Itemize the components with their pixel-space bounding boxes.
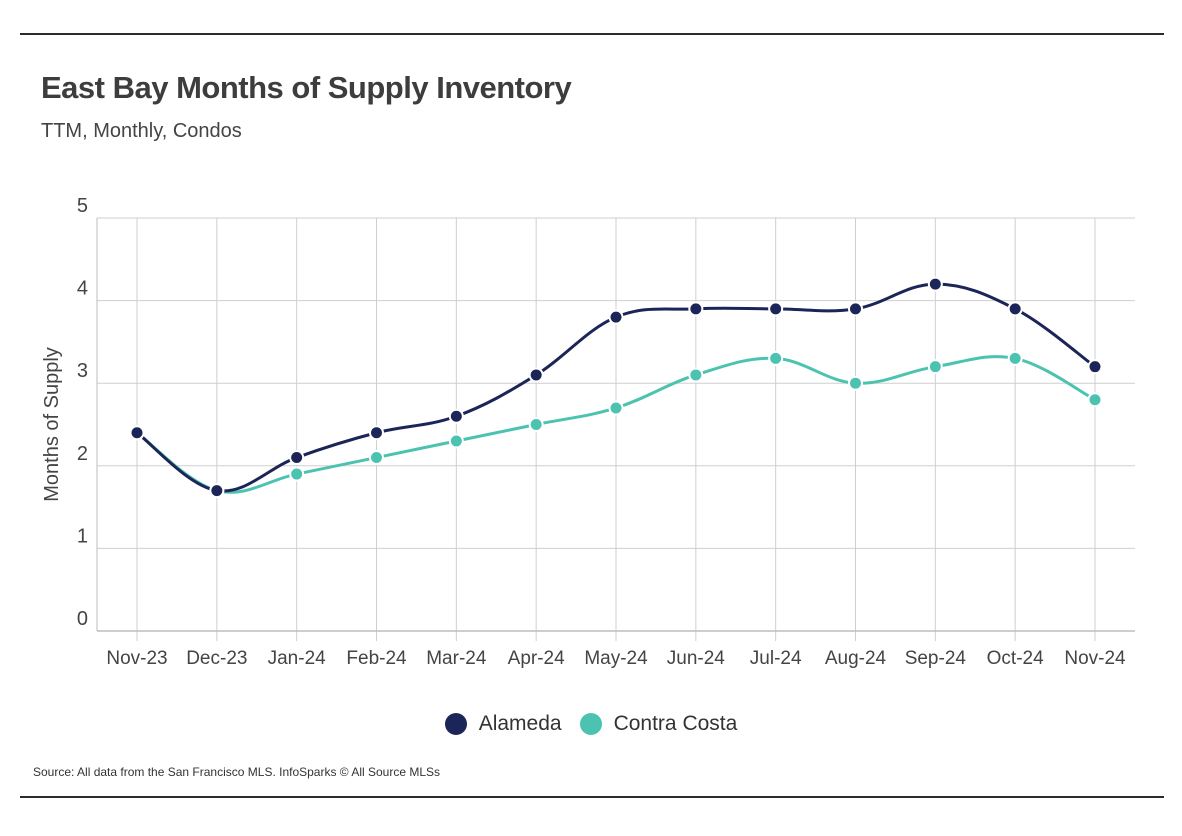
y-tick-label: 5 (77, 195, 88, 217)
y-tick-label: 1 (77, 525, 88, 547)
data-point-contra-costa (927, 359, 943, 375)
legend-label-alameda: Alameda (478, 712, 562, 735)
x-tick-label: May-24 (584, 648, 648, 669)
data-point-alameda (848, 301, 863, 317)
x-tick-label: Mar-24 (426, 648, 487, 669)
data-point-contra-costa (369, 450, 384, 466)
data-point-contra-costa (1087, 392, 1103, 408)
x-tick-label: Nov-24 (1064, 648, 1126, 669)
data-point-contra-costa (1007, 350, 1023, 366)
x-tick-label: Jul-24 (750, 648, 802, 669)
data-point-contra-costa (289, 466, 305, 482)
legend-item-alameda[interactable]: Alameda (444, 712, 562, 736)
x-tick-label: Jan-24 (268, 648, 327, 669)
legend-label-contra-costa: Contra Costa (613, 712, 738, 735)
data-point-alameda (688, 301, 704, 317)
data-point-contra-costa (448, 433, 464, 449)
x-tick-label: Dec-23 (186, 648, 247, 669)
data-point-contra-costa (608, 400, 624, 416)
y-tick-label: 4 (77, 278, 88, 300)
legend-marker-contra-costa (579, 713, 602, 735)
data-point-alameda (1007, 301, 1023, 317)
x-tick-label: Oct-24 (987, 648, 1044, 669)
data-point-contra-costa (528, 417, 544, 432)
data-point-alameda (369, 425, 384, 441)
y-tick-label: 0 (77, 608, 88, 630)
x-tick-label: Apr-24 (508, 648, 565, 669)
y-tick-label: 3 (77, 360, 88, 382)
legend-item-contra-costa[interactable]: Contra Costa (579, 712, 738, 736)
source-note: Source: All data from the San Francisco … (33, 765, 441, 779)
data-point-alameda (448, 408, 464, 424)
y-axis-label: Months of Supply (41, 347, 63, 502)
x-tick-label: Aug-24 (825, 648, 887, 669)
data-point-contra-costa (848, 375, 863, 391)
data-point-alameda (289, 450, 305, 466)
legend: Alameda Contra Costa (0, 712, 1182, 736)
legend-marker-alameda (444, 713, 467, 735)
data-point-alameda (608, 309, 624, 325)
x-tick-label: Feb-24 (346, 648, 407, 669)
x-tick-label: Sep-24 (905, 648, 967, 669)
data-point-contra-costa (688, 367, 704, 383)
bottom-rule (20, 796, 1164, 798)
data-point-contra-costa (768, 350, 784, 366)
chart-title: East Bay Months of Supply Inventory (41, 70, 572, 105)
top-rule (20, 33, 1164, 35)
data-point-alameda (528, 367, 544, 383)
x-tick-label: Jun-24 (667, 648, 726, 669)
data-point-alameda (1087, 359, 1103, 375)
line-chart: 0 1 2 3 4 5 Nov-23 Dec-23 Jan-24 Feb-24 Mar-24 Apr-… (41, 195, 1135, 669)
data-point-alameda (927, 276, 943, 292)
data-point-alameda (129, 425, 145, 441)
x-tick-label: Nov-23 (106, 648, 167, 669)
chart-subtitle: TTM, Monthly, Condos (41, 120, 242, 142)
y-tick-label: 2 (77, 443, 88, 465)
data-point-alameda (209, 483, 225, 499)
data-point-alameda (768, 301, 784, 317)
